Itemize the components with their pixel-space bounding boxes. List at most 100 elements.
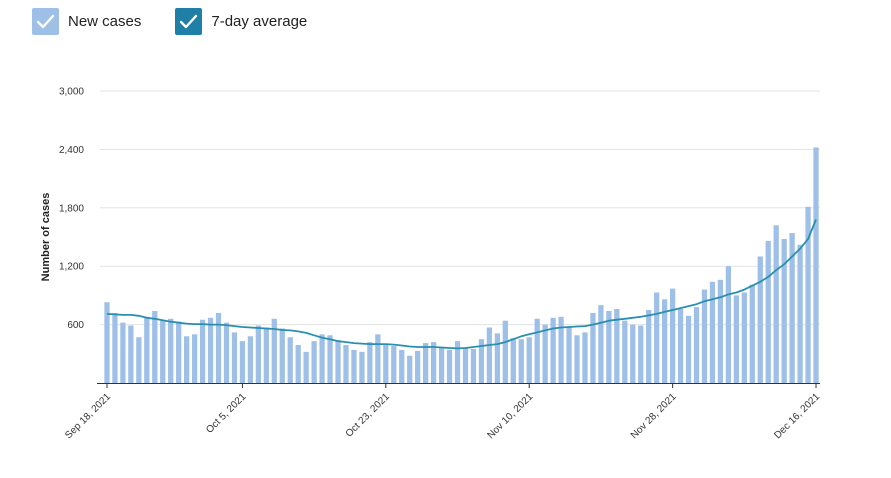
y-tick-label: 1,200: [59, 262, 84, 273]
bar-series-new-cases: [104, 147, 819, 383]
bar: [343, 345, 349, 383]
x-tick-label: Dec 16, 2021: [772, 391, 822, 441]
checkmark-icon[interactable]: [32, 8, 59, 35]
bar: [574, 335, 580, 383]
bar: [677, 309, 684, 383]
bar: [407, 355, 413, 383]
bar: [789, 233, 795, 383]
bar: [423, 343, 429, 383]
bar: [144, 316, 150, 383]
legend-label-new-cases: New cases: [68, 13, 142, 30]
bar: [765, 240, 771, 383]
bar: [502, 320, 508, 383]
legend-item-new-cases[interactable]: New cases: [32, 8, 141, 35]
bar: [813, 147, 819, 383]
bar: [271, 318, 277, 383]
bar: [566, 326, 572, 383]
bar: [662, 299, 668, 383]
bar: [279, 328, 285, 383]
bar: [263, 327, 269, 383]
bar: [614, 309, 620, 383]
bar: [550, 317, 556, 383]
bar: [160, 320, 166, 383]
y-tick-label: 1,800: [59, 203, 84, 214]
bar: [542, 324, 548, 383]
bar: [367, 342, 373, 383]
bar: [168, 318, 174, 383]
bar: [231, 332, 238, 383]
bar: [757, 256, 763, 383]
x-tick-label: Oct 5, 2021: [204, 391, 249, 436]
bar: [741, 292, 747, 383]
bar: [128, 325, 134, 383]
bar: [112, 312, 118, 383]
bar: [295, 345, 301, 383]
bar: [693, 307, 700, 383]
x-tick-label: Oct 23, 2021: [344, 391, 393, 440]
y-tick-label: 2,400: [59, 145, 84, 156]
x-tick-label: Nov 10, 2021: [485, 391, 535, 441]
legend-swatch-new-cases: [32, 8, 59, 35]
line-series-7-day-average: [106, 219, 817, 350]
bar: [359, 351, 365, 383]
bar: [582, 332, 588, 383]
bar: [351, 349, 357, 383]
bar: [598, 305, 604, 383]
checkmark-icon[interactable]: [175, 8, 203, 35]
bar: [470, 348, 477, 383]
bar: [255, 325, 261, 383]
bar: [319, 334, 325, 383]
bar: [191, 334, 198, 383]
legend-item-7-day-average[interactable]: 7-day average: [175, 8, 307, 35]
bar: [749, 284, 755, 383]
bar: [184, 336, 190, 383]
bar: [391, 346, 397, 383]
bar: [606, 310, 612, 383]
bar: [152, 310, 158, 383]
bar: [717, 279, 724, 383]
bar: [646, 310, 652, 383]
y-tick-label: 600: [67, 320, 84, 331]
legend-label-7-day-average: 7-day average: [211, 13, 308, 30]
bar: [311, 341, 317, 383]
bar: [136, 337, 142, 383]
bar: [685, 315, 692, 383]
bar: [446, 349, 453, 383]
bar: [558, 316, 564, 383]
bar: [486, 327, 493, 383]
bar: [510, 338, 516, 383]
bar: [215, 312, 222, 383]
bar: [104, 302, 110, 383]
bar: [701, 289, 708, 383]
bar: [622, 320, 628, 383]
bar: [781, 238, 787, 383]
bar: [462, 347, 469, 383]
legend: New cases 7-day average: [32, 8, 307, 35]
bar: [478, 339, 485, 383]
bar: [430, 342, 437, 383]
bar: [199, 319, 206, 383]
bar: [383, 345, 389, 383]
bar: [327, 335, 333, 383]
bar: [725, 266, 732, 383]
bar: [239, 341, 246, 383]
bar: [638, 325, 644, 383]
bar: [438, 347, 445, 383]
bar: [630, 324, 636, 383]
bar: [399, 349, 405, 383]
bar: [733, 295, 739, 383]
bar: [415, 350, 421, 383]
bar: [518, 339, 524, 383]
y-axis-label: Number of cases: [40, 193, 52, 282]
y-tick-label: 3,000: [59, 87, 84, 98]
bar: [526, 337, 532, 383]
bar: [176, 321, 182, 383]
bar: [494, 333, 500, 383]
bar: [287, 337, 293, 383]
bar: [590, 312, 596, 383]
bar: [534, 318, 540, 383]
bar: [773, 225, 779, 383]
x-tick-label: Nov 28, 2021: [629, 391, 679, 441]
bar: [207, 317, 214, 383]
